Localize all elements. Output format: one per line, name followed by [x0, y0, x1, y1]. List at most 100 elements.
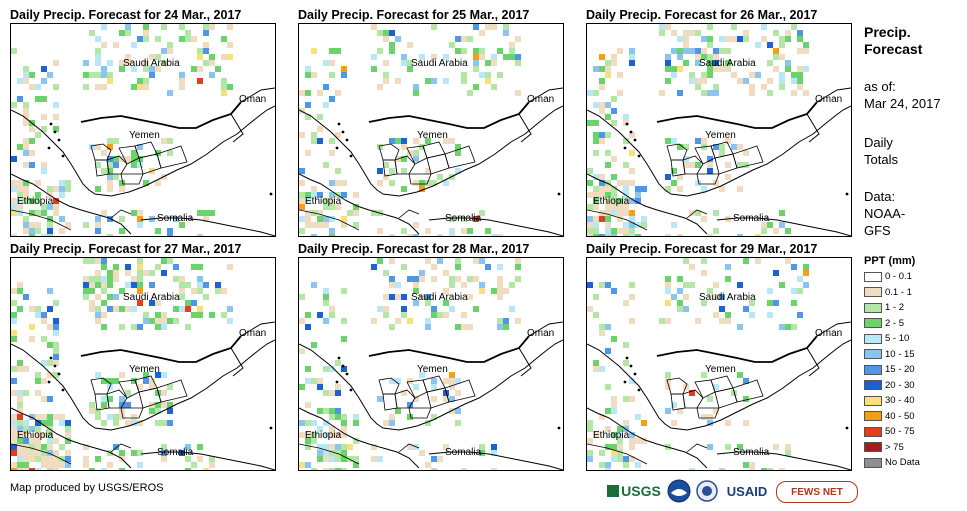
legend-label: 2 - 5	[885, 317, 905, 329]
precip-cell	[53, 360, 59, 366]
precip-cell	[605, 72, 611, 78]
precip-cell	[11, 390, 17, 396]
precip-cell	[155, 324, 161, 330]
precip-cell	[185, 300, 191, 306]
precip-cell	[629, 210, 635, 216]
precip-cell	[731, 36, 737, 42]
precip-cell	[611, 198, 617, 204]
island-marker	[633, 138, 637, 142]
precip-cell	[47, 456, 53, 462]
precip-cell	[335, 432, 341, 438]
precip-cell	[611, 444, 617, 450]
legend-label: 20 - 30	[885, 379, 915, 391]
precip-cell	[41, 444, 47, 450]
precip-cell	[131, 420, 137, 426]
precip-cell	[383, 270, 389, 276]
precip-cell	[605, 222, 611, 228]
precip-cell	[587, 420, 593, 426]
island-marker	[337, 356, 341, 360]
precip-cell	[377, 228, 383, 234]
precip-cell	[131, 150, 137, 156]
precip-cell	[137, 78, 143, 84]
precip-cell	[53, 102, 59, 108]
precip-cell	[413, 282, 419, 288]
precip-cell	[791, 90, 797, 96]
precip-cell	[155, 372, 161, 378]
precip-cell	[191, 300, 197, 306]
island-marker	[349, 154, 353, 158]
precip-cell	[737, 78, 743, 84]
precip-cell	[497, 282, 503, 288]
island-marker	[845, 192, 849, 196]
precip-cell	[23, 294, 29, 300]
precip-cell	[611, 156, 617, 162]
precip-cell	[323, 60, 329, 66]
precip-cell	[605, 180, 611, 186]
precip-cell	[431, 378, 437, 384]
precip-cell	[761, 228, 767, 234]
forecast-map-5: Saudi Arabia Oman Yemen Ethiopia Somalia	[298, 257, 564, 471]
precip-cell	[137, 222, 143, 228]
precip-cell	[467, 228, 473, 234]
precip-cell	[377, 258, 383, 264]
yemen-border	[368, 101, 530, 129]
precip-cell	[53, 468, 59, 470]
precip-cell	[593, 204, 599, 210]
precip-cell	[131, 156, 137, 162]
fewsnet-logo: FEWS NET	[776, 481, 858, 503]
precip-cell	[383, 306, 389, 312]
precip-cell	[515, 60, 521, 66]
precip-cell	[407, 276, 413, 282]
precip-cell	[665, 174, 671, 180]
precip-cell	[89, 282, 95, 288]
precip-cell	[149, 66, 155, 72]
precip-cell	[641, 420, 647, 426]
precip-cell	[323, 444, 329, 450]
legend-swatch	[864, 349, 882, 359]
precip-cell	[185, 36, 191, 42]
precip-cell	[509, 48, 515, 54]
precip-cell	[725, 318, 731, 324]
precip-cell	[311, 432, 317, 438]
precip-cell	[665, 60, 671, 66]
precip-cell	[455, 390, 461, 396]
precip-cell	[743, 420, 749, 426]
precip-cell	[479, 30, 485, 36]
precip-cell	[329, 432, 335, 438]
precip-cell	[587, 120, 593, 126]
precip-cell	[707, 90, 713, 96]
precip-cell	[305, 420, 311, 426]
precip-cell	[593, 360, 599, 366]
precip-cell	[629, 234, 635, 236]
precip-cell	[593, 66, 599, 72]
precip-cell	[317, 126, 323, 132]
legend-label: > 75	[885, 441, 904, 453]
precip-cell	[431, 54, 437, 60]
precip-cell	[683, 294, 689, 300]
island-marker	[633, 372, 637, 376]
legend-item: 15 - 20	[864, 363, 915, 376]
precip-cell	[185, 30, 191, 36]
precip-cell	[305, 462, 311, 468]
precip-cell	[95, 414, 101, 420]
precip-cell	[491, 444, 497, 450]
precip-cell	[47, 438, 53, 444]
precip-cell	[677, 54, 683, 60]
precip-cell	[47, 372, 53, 378]
precip-cell	[785, 60, 791, 66]
precip-cell	[707, 60, 713, 66]
precip-cell	[599, 366, 605, 372]
label-ethiopia: Ethiopia	[17, 196, 54, 207]
precip-cell	[131, 276, 137, 282]
precip-cell	[665, 138, 671, 144]
precip-cell	[161, 258, 167, 264]
precip-cell	[23, 450, 29, 456]
precip-cell	[371, 66, 377, 72]
precip-cell	[401, 156, 407, 162]
precip-cell	[611, 396, 617, 402]
precip-cell	[113, 174, 119, 180]
precip-cell	[35, 372, 41, 378]
precip-cell	[623, 342, 629, 348]
precip-cell	[137, 144, 143, 150]
precip-cell	[701, 36, 707, 42]
